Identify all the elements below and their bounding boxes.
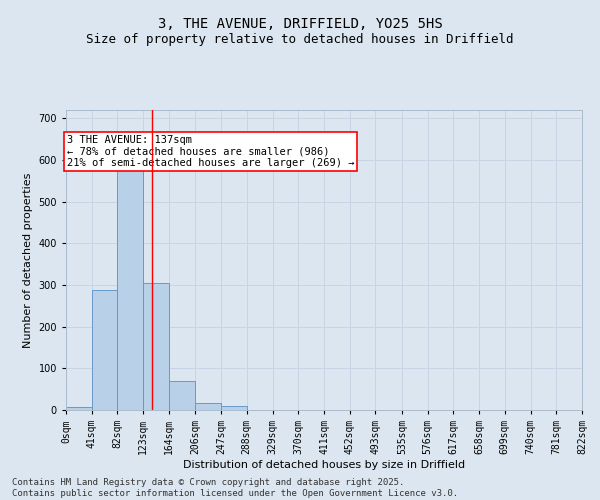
Bar (143, 284, 169, 410)
Bar (92, 290, 118, 410)
Bar (118, 170, 143, 410)
Text: 3, THE AVENUE, DRIFFIELD, YO25 5HS: 3, THE AVENUE, DRIFFIELD, YO25 5HS (158, 18, 442, 32)
Text: 3 THE AVENUE: 137sqm
← 78% of detached houses are smaller (986)
21% of semi-deta: 3 THE AVENUE: 137sqm ← 78% of detached h… (67, 135, 354, 168)
Text: Contains HM Land Registry data © Crown copyright and database right 2025.
Contai: Contains HM Land Registry data © Crown c… (12, 478, 458, 498)
Bar (66, 406, 92, 410)
X-axis label: Distribution of detached houses by size in Driffield: Distribution of detached houses by size … (183, 460, 465, 470)
Bar (169, 381, 196, 410)
Bar (221, 406, 247, 410)
Y-axis label: Number of detached properties: Number of detached properties (23, 172, 33, 348)
Bar (196, 404, 221, 410)
Text: Size of property relative to detached houses in Driffield: Size of property relative to detached ho… (86, 32, 514, 46)
